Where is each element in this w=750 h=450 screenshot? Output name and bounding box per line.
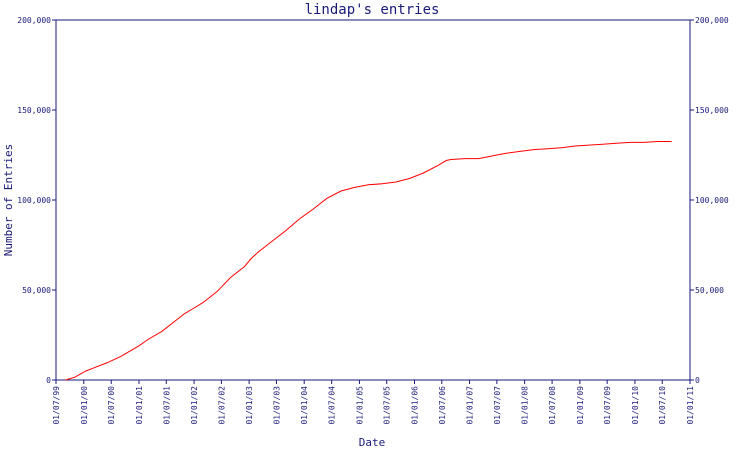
- x-tick-label: 01/07/10: [658, 386, 667, 425]
- y-tick-label-left: 50,000: [22, 286, 51, 295]
- y-tick-label-left: 150,000: [17, 106, 51, 115]
- plot-area-border: [55, 19, 691, 381]
- x-axis: 01/07/99 01/01/00 01/07/00 01/01/01 01/07/01…: [52, 380, 695, 425]
- x-tick-label: 01/07/05: [383, 386, 392, 425]
- chart-title: lindap's entries: [305, 2, 440, 18]
- y-tick-label-right: 100,000: [695, 196, 729, 205]
- y-tick-label-left: 100,000: [17, 196, 51, 205]
- y-tick-label-left: 0: [46, 376, 51, 385]
- x-tick-label: 01/01/00: [80, 386, 89, 425]
- y-tick-label-right: 50,000: [695, 286, 724, 295]
- x-tick-label: 01/07/07: [493, 386, 502, 425]
- x-tick-label: 01/01/06: [410, 386, 419, 425]
- y-axis-right: 0 50,000 100,000 150,000 200,000: [690, 16, 729, 385]
- x-tick-label: 01/01/09: [576, 386, 585, 425]
- x-tick-label: 01/07/03: [272, 386, 281, 425]
- y-tick-label-right: 150,000: [695, 106, 729, 115]
- x-axis-label: Date: [359, 436, 386, 449]
- x-tick-label: 01/07/00: [107, 386, 116, 425]
- x-tick-label: 01/07/99: [52, 386, 61, 425]
- x-tick-label: 01/01/04: [300, 386, 309, 425]
- x-tick-label: 01/01/11: [686, 386, 695, 425]
- x-tick-label: 01/07/09: [603, 386, 612, 425]
- x-tick-label: 01/07/01: [162, 386, 171, 425]
- y-tick-label-left: 200,000: [17, 16, 51, 25]
- x-tick-label: 01/07/04: [328, 386, 337, 425]
- x-tick-label: 01/01/03: [245, 386, 254, 425]
- series-line: [65, 141, 672, 381]
- y-tick-label-right: 0: [695, 376, 700, 385]
- x-tick-label: 01/01/08: [521, 386, 530, 425]
- x-tick-label: 01/01/02: [190, 386, 199, 425]
- y-axis-label: Number of Entries: [2, 144, 15, 257]
- x-tick-label: 01/01/07: [466, 386, 475, 425]
- y-tick-label-right: 200,000: [695, 16, 729, 25]
- x-tick-label: 01/07/08: [548, 386, 557, 425]
- x-tick-label: 01/01/10: [631, 386, 640, 425]
- x-tick-label: 01/07/06: [438, 386, 447, 425]
- x-tick-label: 01/07/02: [217, 386, 226, 425]
- y-axis-left: 0 50,000 100,000 150,000 200,000: [17, 16, 56, 385]
- x-tick-label: 01/01/01: [135, 386, 144, 425]
- x-tick-label: 01/01/05: [355, 386, 364, 425]
